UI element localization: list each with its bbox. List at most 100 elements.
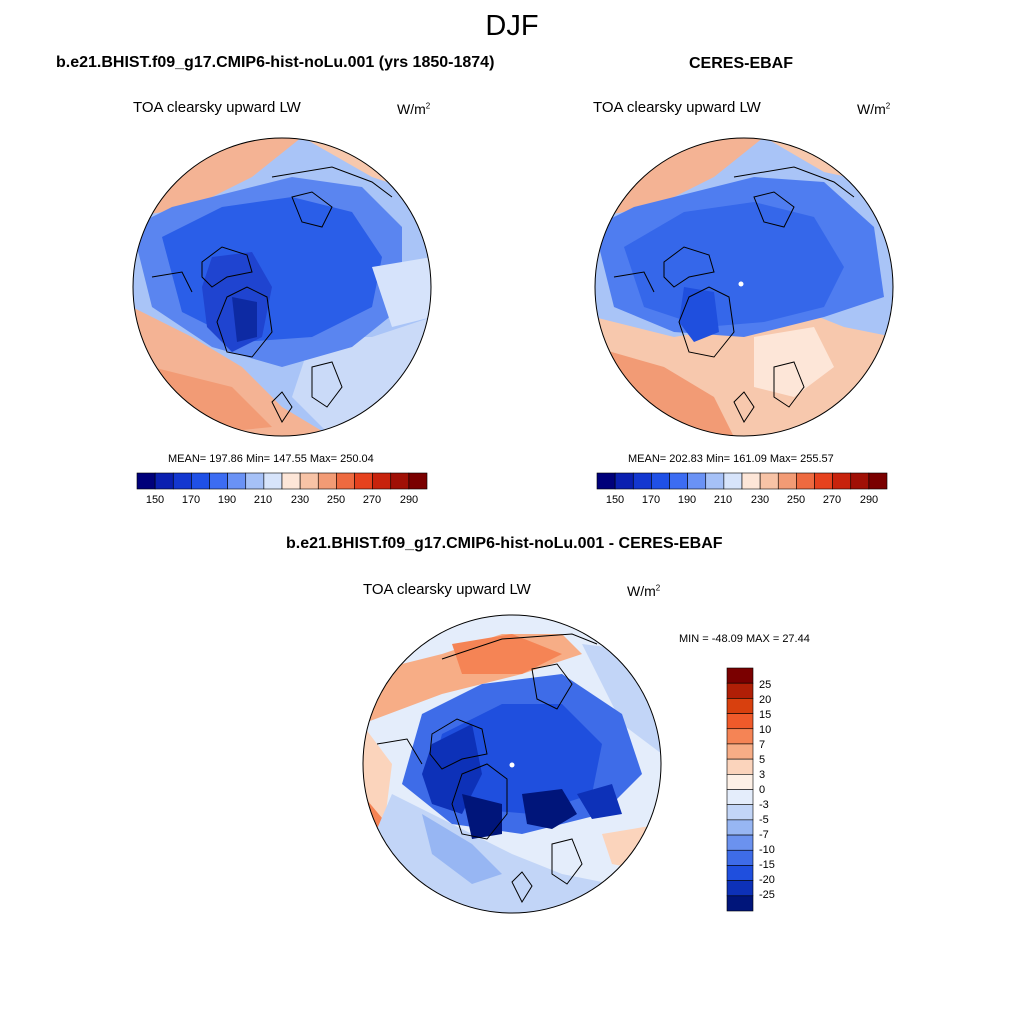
colorbar-swatch — [336, 472, 355, 490]
panel-2-polar-map — [594, 137, 894, 437]
figure-title: DJF — [485, 10, 539, 42]
panel-1-polar-map — [132, 137, 432, 437]
panel-3-colorbar: 25 20 15 10 7 5 3 0 -3 -5 -7 -10 -15 -20… — [726, 667, 807, 912]
colorbar-swatch — [614, 472, 634, 490]
colorbar-swatch — [726, 743, 754, 760]
colorbar-swatch — [726, 758, 754, 775]
colorbar-swatch — [651, 472, 670, 490]
panel-1-variable: TOA clearsky upward LW — [133, 99, 301, 116]
cbar1-tick: 230 — [290, 494, 310, 506]
colorbar-swatch — [726, 804, 754, 821]
colorbar-swatch — [814, 472, 833, 490]
colorbar-swatch — [726, 789, 754, 805]
colorbar-swatch — [354, 472, 373, 490]
colorbar-swatch — [726, 728, 754, 745]
colorbar-swatch — [317, 472, 337, 490]
colorbar-swatch — [726, 849, 754, 866]
colorbar-swatch — [759, 472, 779, 490]
colorbar-swatch — [741, 472, 761, 490]
colorbar-swatch — [209, 472, 228, 490]
cbar3-tick: 0 — [759, 784, 766, 796]
colorbar-swatch — [723, 472, 743, 490]
cbar2-tick: 150 — [605, 494, 625, 506]
cbar2-tick: 270 — [822, 494, 842, 506]
colorbar-swatch — [245, 472, 265, 490]
colorbar-swatch — [868, 472, 888, 490]
panel-3-units: W/m2 — [627, 583, 661, 599]
cbar3-tick: 7 — [759, 739, 766, 751]
cbar3-tick: -5 — [759, 814, 769, 826]
colorbar-swatch — [136, 472, 156, 490]
colorbar-swatch — [726, 865, 754, 881]
cbar3-tick: -25 — [759, 889, 775, 901]
panel-1-stats: MEAN= 197.86 Min= 147.55 Max= 250.04 — [168, 453, 374, 465]
panel-3-colorbar-swatches — [726, 667, 754, 912]
colorbar-swatch — [172, 472, 192, 490]
cbar1-tick: 250 — [326, 494, 346, 506]
cbar2-tick: 290 — [859, 494, 879, 506]
panel-3-title: b.e21.BHIST.f09_g17.CMIP6-hist-noLu.001 … — [286, 535, 723, 552]
panel-2-colorbar — [596, 472, 888, 490]
colorbar-swatch — [372, 472, 392, 490]
colorbar-swatch — [726, 895, 754, 912]
panel-1-colorbar — [136, 472, 428, 490]
cbar3-tick: -15 — [759, 859, 775, 871]
panel-2-units: W/m2 — [857, 101, 891, 117]
panel-2-title: CERES-EBAF — [689, 55, 794, 72]
colorbar-swatch — [687, 472, 707, 490]
colorbar-swatch — [227, 472, 247, 490]
colorbar-swatch — [726, 667, 754, 684]
cbar2-tick: 250 — [786, 494, 806, 506]
colorbar-swatch — [263, 472, 283, 490]
colorbar-swatch — [299, 472, 319, 490]
colorbar-swatch — [796, 472, 815, 490]
colorbar-swatch — [726, 713, 754, 730]
cbar2-tick: 230 — [750, 494, 770, 506]
panel-2-variable: TOA clearsky upward LW — [593, 99, 761, 116]
cbar3-tick: 20 — [759, 694, 772, 706]
cbar3-tick: 15 — [759, 709, 772, 721]
cbar3-tick: 5 — [759, 754, 766, 766]
colorbar-swatch — [850, 472, 870, 490]
cbar2-tick: 210 — [713, 494, 733, 506]
cbar1-tick: 210 — [253, 494, 273, 506]
cbar1-tick: 190 — [217, 494, 237, 506]
colorbar-swatch — [632, 472, 652, 490]
panel-2-stats: MEAN= 202.83 Min= 161.09 Max= 255.57 — [628, 453, 834, 465]
panel-2-colorbar-labels: 150 170 190 210 230 250 270 290 — [597, 494, 887, 508]
colorbar-swatch — [705, 472, 725, 490]
colorbar-swatch — [726, 834, 754, 851]
colorbar-swatch — [726, 682, 754, 699]
colorbar-swatch — [390, 472, 410, 490]
panel-1-colorbar-labels: 150 170 190 210 230 250 270 290 — [137, 494, 427, 508]
panel-1-title: b.e21.BHIST.f09_g17.CMIP6-hist-noLu.001 … — [56, 54, 495, 71]
colorbar-swatch — [726, 698, 754, 714]
cbar3-tick: -3 — [759, 799, 769, 811]
colorbar-swatch — [726, 774, 754, 790]
cbar2-tick: 170 — [641, 494, 661, 506]
cbar3-tick: 10 — [759, 724, 772, 736]
colorbar-swatch — [191, 472, 210, 490]
colorbar-swatch — [408, 472, 428, 490]
cbar1-tick: 170 — [181, 494, 201, 506]
colorbar-swatch — [726, 880, 754, 897]
colorbar-swatch — [777, 472, 797, 490]
colorbar-swatch — [669, 472, 688, 490]
panel-3-variable: TOA clearsky upward LW — [363, 581, 531, 598]
colorbar-swatch — [726, 819, 754, 836]
colorbar-swatch — [281, 472, 301, 490]
cbar1-tick: 150 — [145, 494, 165, 506]
colorbar-swatch — [832, 472, 852, 490]
colorbar-swatch — [154, 472, 174, 490]
panel-3-polar-map — [362, 614, 662, 914]
cbar3-tick: 25 — [759, 679, 772, 691]
panel-3-stats: MIN = -48.09 MAX = 27.44 — [679, 633, 810, 645]
cbar3-tick: 3 — [759, 769, 766, 781]
cbar3-tick: -10 — [759, 844, 775, 856]
colorbar-swatch — [596, 472, 616, 490]
panel-1-units: W/m2 — [397, 101, 431, 117]
cbar1-tick: 290 — [399, 494, 419, 506]
cbar3-tick: -7 — [759, 829, 769, 841]
cbar1-tick: 270 — [362, 494, 382, 506]
cbar3-tick: -20 — [759, 874, 775, 886]
